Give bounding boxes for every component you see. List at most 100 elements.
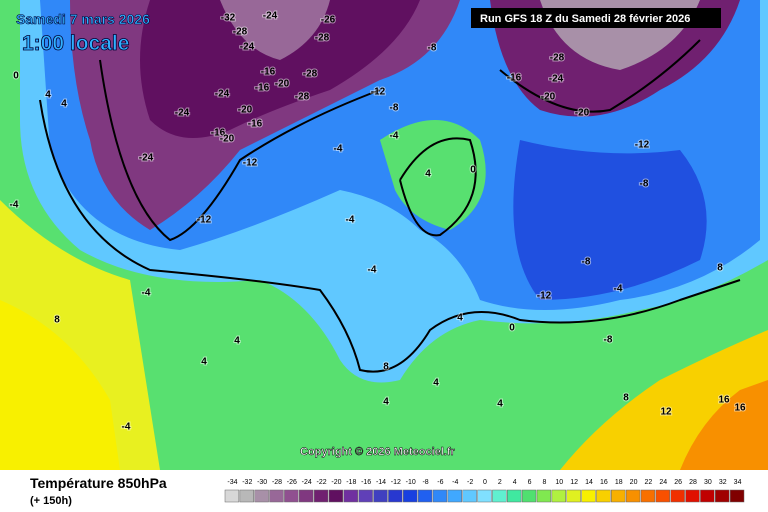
legend-label: -30 (257, 479, 267, 486)
legend-swatch (596, 489, 611, 503)
legend-swatch (462, 489, 477, 503)
contour-label: 4 (457, 313, 463, 324)
legend-swatch (343, 489, 358, 503)
legend-label: 0 (483, 479, 487, 486)
arctic-area (140, 0, 420, 138)
zero-isotherm (39, 99, 741, 373)
contour-label: -24 (215, 89, 230, 100)
contour-label: 4 (497, 399, 503, 410)
contour-label: -4 (122, 422, 131, 433)
legend-swatch (269, 489, 284, 503)
legend-label: 10 (555, 479, 563, 486)
contour-label: -28 (315, 33, 330, 44)
contour-label: -4 (346, 215, 355, 226)
contour-label: 8 (54, 315, 60, 326)
legend-swatch (670, 489, 685, 503)
contour-label: -28 (550, 53, 565, 64)
contour-label: -24 (549, 74, 564, 85)
run-box (471, 8, 721, 28)
legend-swatch (313, 489, 329, 503)
contour-label: -16 (507, 73, 522, 84)
run-label: Run GFS 18 Z du Samedi 28 février 2026 (480, 13, 690, 25)
legend-swatch (254, 489, 269, 503)
legend-label: -22 (317, 479, 327, 486)
contour-label: -12 (243, 158, 258, 169)
contour-label: 4 (425, 169, 431, 180)
contour-label: -4 (614, 284, 623, 295)
contour-label: -12 (371, 87, 386, 98)
legend-swatch (284, 489, 299, 503)
legend-swatch (551, 489, 566, 503)
contour-label: -28 (303, 69, 318, 80)
legend-label: 26 (674, 479, 682, 486)
legend-label: -28 (272, 479, 282, 486)
legend-label: 32 (719, 479, 727, 486)
legend-swatch (224, 489, 240, 503)
legend-label: -2 (467, 479, 473, 486)
legend-swatch (373, 489, 388, 503)
contour-label: 12 (660, 407, 672, 418)
contour-label: -4 (334, 144, 343, 155)
legend-label: 28 (689, 479, 697, 486)
legend-label: 4 (513, 479, 517, 486)
copyright: Copyright © 2026 Meteociel.fr (300, 446, 456, 458)
legend-label: 14 (585, 479, 593, 486)
legend-swatch (358, 489, 373, 503)
legend-label: -4 (452, 479, 458, 486)
contour-label: 4 (383, 397, 389, 408)
legend-swatch (521, 489, 537, 503)
contour-label: -8 (640, 179, 649, 190)
isotherm (399, 137, 477, 237)
arctic-area (220, 0, 330, 60)
contour-label: -16 (255, 83, 270, 94)
contour-label: 4 (45, 90, 51, 101)
legend-label: 6 (528, 479, 532, 486)
contour-label: -8 (604, 335, 613, 346)
legend-swatch (477, 489, 492, 503)
legend-swatch (447, 489, 462, 503)
legend-swatch (403, 489, 418, 503)
legend-label: -10 (406, 479, 416, 486)
contour-label: -12 (635, 140, 650, 151)
warm-area (680, 380, 768, 470)
contour-label: -24 (263, 11, 278, 22)
contour-label: 16 (718, 395, 730, 406)
legend-swatch (239, 489, 254, 503)
contour-label: -8 (582, 257, 591, 268)
contour-label: -32 (221, 13, 236, 24)
contour-label: 8 (383, 362, 389, 373)
contour-label: 4 (234, 336, 240, 347)
contour-label: -20 (275, 79, 290, 90)
contour-label: -4 (142, 288, 151, 299)
contour-label: -20 (220, 134, 235, 145)
legend-swatch (655, 489, 670, 503)
legend-swatch (625, 489, 641, 503)
contour-label: 0 (509, 323, 515, 334)
contour-label: -24 (240, 42, 255, 53)
contour-label: -16 (211, 128, 226, 139)
legend-label: -8 (422, 479, 428, 486)
contour-label: 0 (13, 71, 19, 82)
legend-swatch (388, 489, 403, 503)
legend-swatch (492, 489, 507, 503)
legend: -34 -32 -30 -28 -26 -24 -22 -20 -18 -16 -14 -12 -10-… (224, 479, 745, 503)
legend-label: 30 (704, 479, 712, 486)
legend-label: -20 (331, 479, 341, 486)
legend-label: -18 (346, 479, 356, 486)
legend-label: 8 (542, 479, 546, 486)
legend-label: -32 (242, 479, 252, 486)
legend-swatch (581, 489, 596, 503)
contour-label: 4 (201, 357, 207, 368)
legend-label: -26 (287, 479, 297, 486)
legend-label: 20 (630, 479, 638, 486)
legend-swatch (432, 489, 448, 503)
contour-label: -20 (541, 92, 556, 103)
legend-label: 34 (734, 479, 742, 486)
legend-swatch (536, 489, 552, 503)
contour-label: -26 (321, 15, 336, 26)
legend-swatch (715, 489, 730, 503)
isotherm (99, 59, 381, 242)
contour-label: -12 (537, 291, 552, 302)
legend-swatch (685, 489, 700, 503)
